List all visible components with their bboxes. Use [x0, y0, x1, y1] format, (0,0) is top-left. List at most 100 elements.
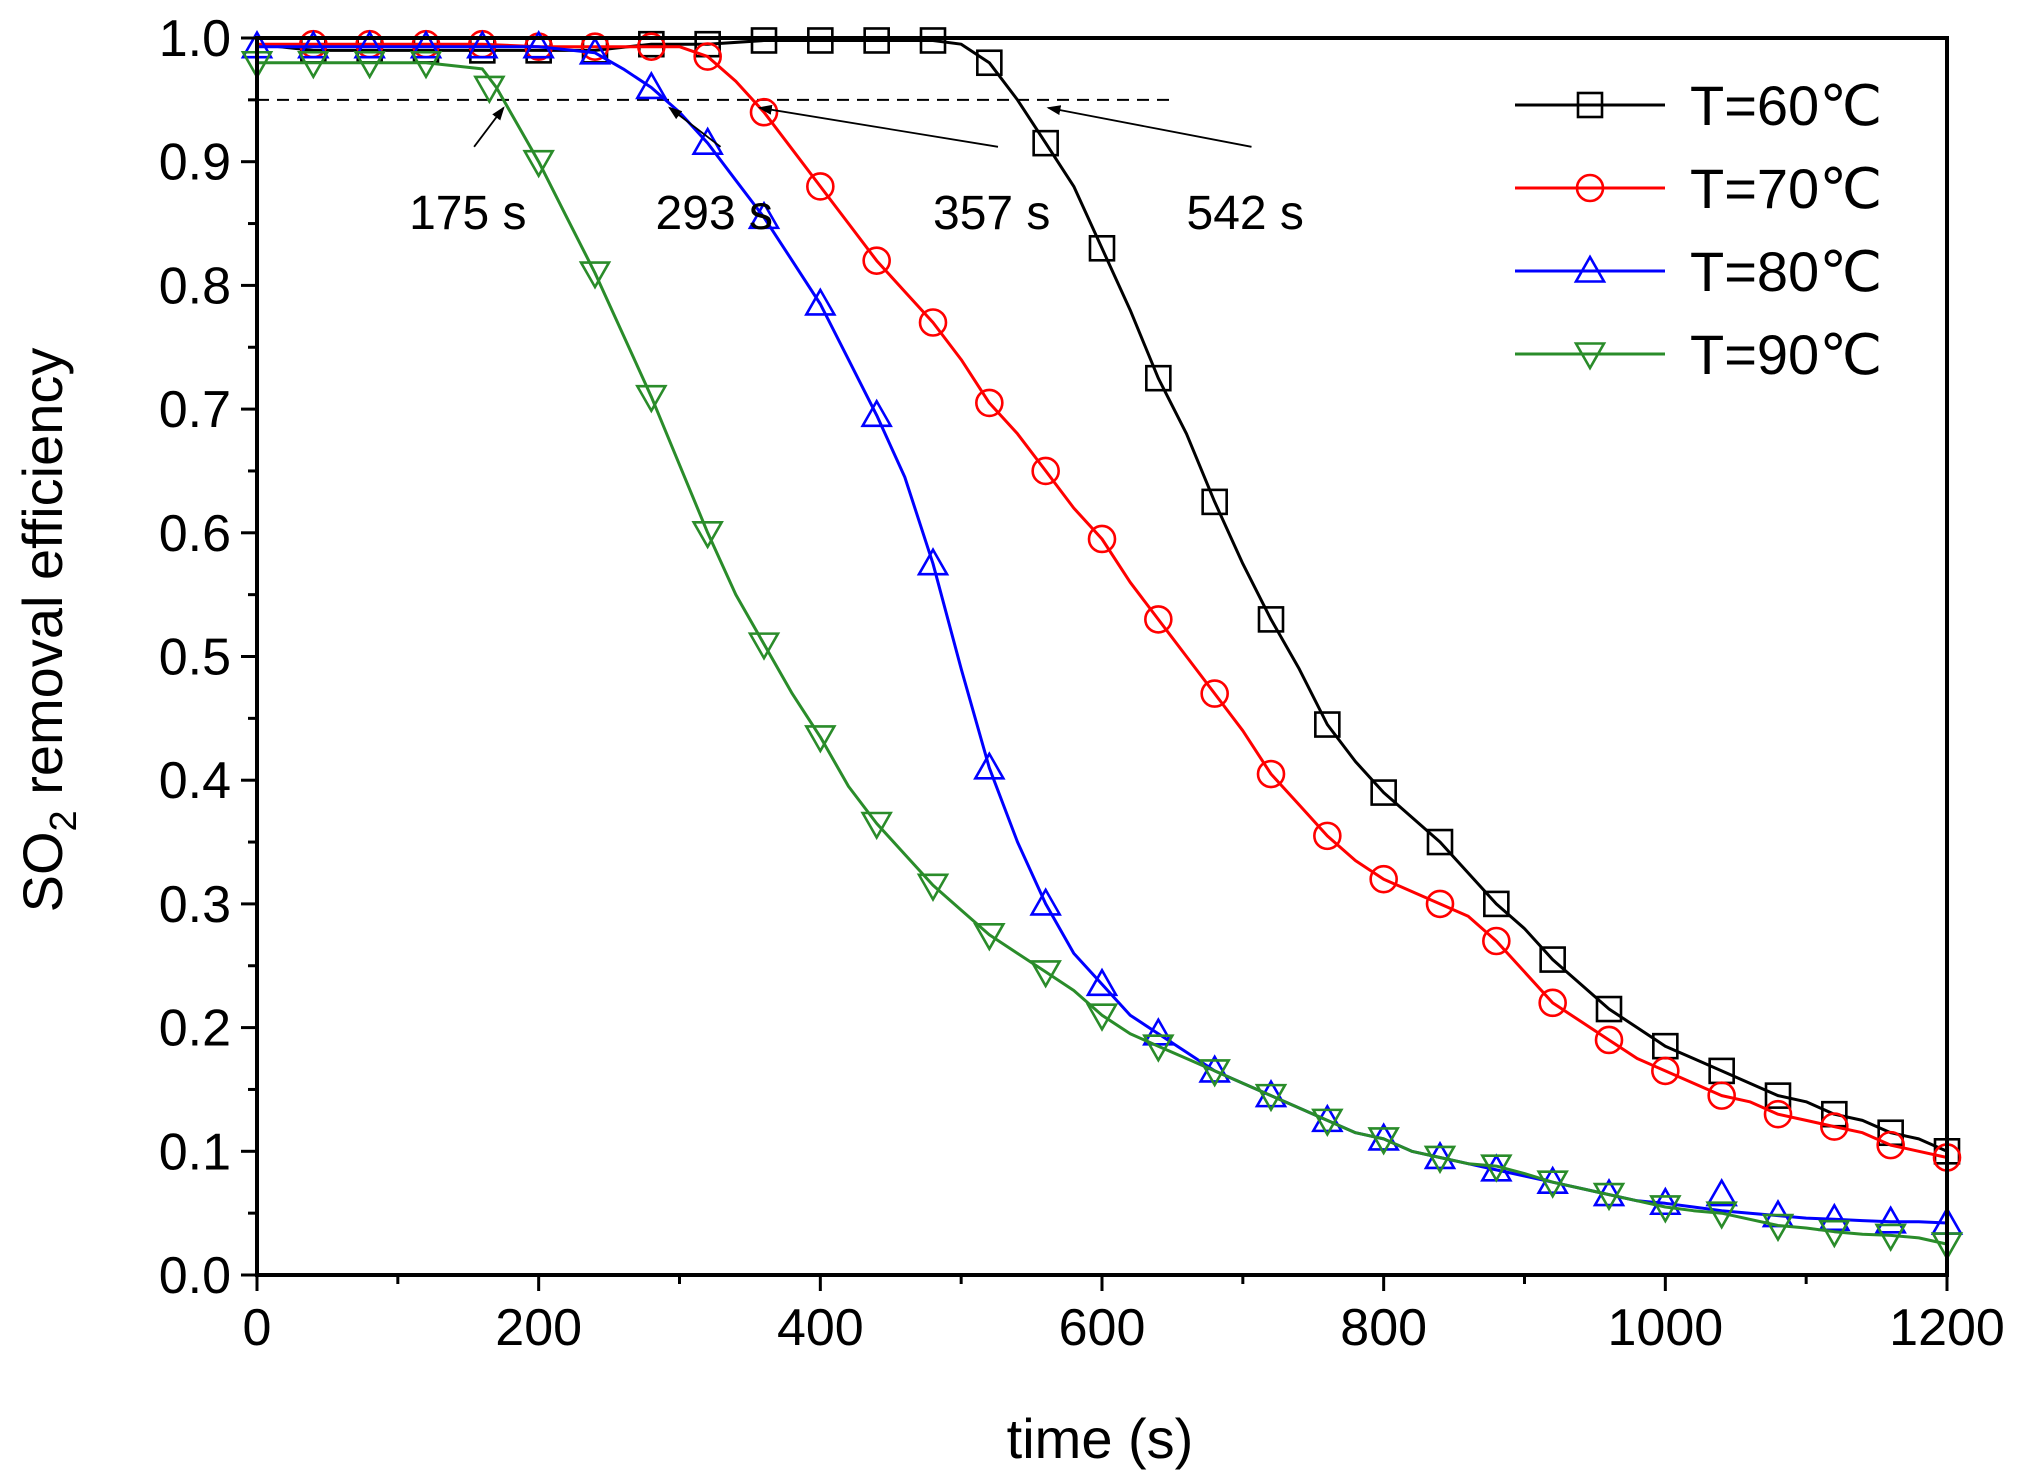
y-tick-label: 0.0 — [159, 1247, 231, 1305]
data-point — [1651, 1056, 1680, 1086]
series-line — [257, 42, 1948, 1159]
data-point — [522, 149, 555, 179]
y-tick-label: 0.4 — [159, 752, 231, 810]
series-4 — [240, 50, 1964, 1261]
plot-area — [240, 27, 1964, 1261]
data-point — [1820, 1112, 1849, 1141]
data-point — [353, 30, 386, 59]
data-point — [750, 27, 778, 54]
data-point — [578, 261, 612, 290]
data-point — [916, 547, 950, 576]
legend-marker — [1573, 342, 1607, 371]
data-point — [693, 42, 722, 71]
data-point — [1595, 995, 1623, 1023]
legend-label: T=90℃ — [1690, 323, 1882, 386]
data-point — [1311, 1108, 1344, 1137]
y-tick-label: 0.7 — [159, 381, 231, 439]
legend-marker — [1575, 173, 1605, 203]
data-point — [1085, 1003, 1119, 1032]
data-point — [1480, 1154, 1513, 1183]
data-point — [862, 246, 891, 275]
data-point — [1874, 1223, 1907, 1253]
data-point — [580, 32, 610, 61]
y-axis-label: SO2 removal efficiency — [11, 348, 85, 913]
data-point — [1088, 234, 1116, 262]
annotation-357s: 357 s — [757, 104, 1050, 240]
data-point — [409, 50, 443, 80]
x-tick-label: 1000 — [1607, 1299, 1723, 1357]
y-axis-label-main: SO — [11, 831, 74, 912]
annotation-arrow — [1046, 105, 1252, 148]
data-point — [1029, 960, 1062, 989]
data-point — [1705, 1177, 1738, 1207]
data-point — [1142, 1017, 1175, 1046]
legend-marker — [1573, 254, 1607, 283]
data-point — [1649, 1186, 1682, 1216]
data-point — [976, 49, 1003, 77]
legend-item-3: T=80℃ — [1515, 240, 1882, 303]
data-point — [637, 32, 666, 61]
data-point — [804, 725, 837, 754]
legend-item-1: T=60℃ — [1515, 74, 1882, 137]
data-point — [353, 50, 386, 80]
annotation-label: 175 s — [409, 187, 526, 240]
series-2 — [257, 29, 1962, 1172]
data-point — [1367, 1127, 1400, 1156]
data-point — [804, 287, 837, 316]
data-point — [635, 384, 668, 414]
data-point — [806, 172, 835, 201]
data-point — [522, 30, 555, 59]
data-point — [1085, 967, 1119, 997]
annotation-label: 293 s — [656, 187, 773, 240]
data-point — [1539, 946, 1566, 973]
data-point — [1145, 364, 1172, 392]
y-tick-label: 0.6 — [159, 505, 231, 563]
data-point — [1200, 679, 1229, 708]
data-point — [860, 811, 893, 841]
data-point — [1144, 605, 1173, 634]
annotation-arrow — [473, 106, 505, 148]
data-point — [1763, 1099, 1793, 1129]
data-point — [1032, 129, 1059, 157]
legend-label: T=60℃ — [1690, 74, 1882, 137]
annotation-175s: 175 s — [409, 106, 527, 240]
data-point — [1538, 988, 1567, 1018]
data-point — [919, 27, 947, 54]
data-point — [466, 30, 499, 59]
annotation-arrow — [668, 106, 722, 148]
legend-label: T=70℃ — [1690, 157, 1882, 220]
data-point — [747, 632, 781, 661]
y-tick-label: 0.3 — [159, 876, 231, 934]
legend-label: T=80℃ — [1690, 240, 1882, 303]
annotation-arrow — [757, 104, 999, 148]
data-point — [1649, 1195, 1682, 1224]
y-axis-label-subscript: 2 — [43, 810, 85, 831]
x-tick-label: 600 — [1059, 1299, 1146, 1357]
x-tick-label: 800 — [1340, 1299, 1427, 1357]
data-point — [1087, 524, 1117, 554]
annotations: 175 s 293 s 357 s 542 s — [409, 104, 1304, 240]
x-tick-label: 200 — [495, 1299, 582, 1357]
data-point — [1370, 779, 1397, 806]
legend-marker — [1576, 91, 1604, 119]
data-point — [1818, 1202, 1851, 1232]
axis-ticks: 0 200 400 600 800 1000 1200 0.0 0.1 0.2 0.3 0.4 0.5 0… — [159, 10, 2005, 1357]
plot-frame — [255, 36, 1949, 1277]
legend: T=60℃ T=70℃ T=80℃ T=90℃ — [1515, 74, 1882, 386]
annotation-293s: 293 s — [656, 106, 773, 240]
data-point — [409, 30, 443, 59]
x-tick-label: 0 — [243, 1299, 272, 1357]
data-point — [473, 75, 506, 105]
data-point — [635, 70, 668, 100]
y-axis-label-rest: removal efficiency — [11, 348, 74, 811]
data-point — [1029, 887, 1062, 916]
data-point — [975, 388, 1004, 418]
data-point — [1594, 1025, 1624, 1055]
x-tick-label: 1200 — [1889, 1299, 2005, 1357]
data-point — [1764, 1082, 1792, 1109]
y-tick-label: 1.0 — [159, 10, 231, 68]
data-point — [973, 923, 1006, 952]
data-point — [1705, 1201, 1738, 1230]
data-point — [1592, 1182, 1626, 1212]
